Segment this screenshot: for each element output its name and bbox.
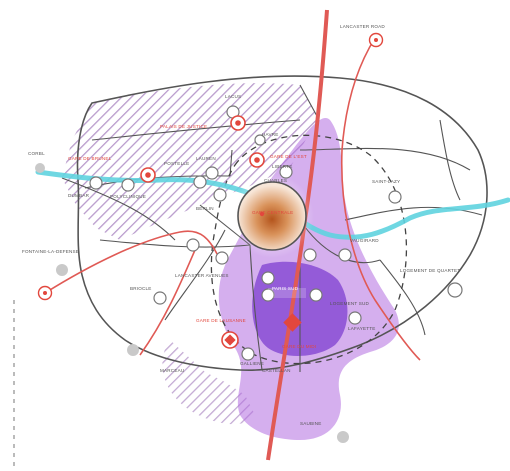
station-marker[interactable]	[241, 347, 255, 361]
hatched-zone-south	[162, 340, 255, 425]
station-marker[interactable]	[56, 264, 68, 276]
label-bottom-a: SAUBINE	[300, 421, 322, 426]
label-south-f: MARCEAU	[160, 368, 184, 373]
label-left-red: GARE DE BRUNEL	[68, 156, 112, 161]
label-centre: GARE CENTRALE	[252, 210, 293, 215]
label-bottom-b: GALLIENE	[240, 361, 264, 366]
station-marker[interactable]	[205, 166, 219, 180]
station-marker[interactable]	[121, 178, 135, 192]
city-boundary	[76, 75, 488, 372]
label-south-a: LANCASTER AVENUES	[175, 273, 229, 278]
label-top-right-road: LANCASTER ROAD	[340, 24, 385, 29]
interchange-diamond	[224, 334, 236, 346]
label-west-far: FONTAINE-LA-DEFENSE	[22, 249, 79, 254]
label-south-e: BRIOCLE	[130, 286, 152, 291]
terminal-dot	[374, 38, 378, 42]
main-interchange-diamond[interactable]	[283, 313, 302, 332]
station-marker[interactable]	[309, 288, 323, 302]
station-marker[interactable]	[348, 311, 362, 325]
interchange-dot	[235, 120, 241, 126]
station-marker[interactable]	[388, 190, 402, 204]
dashed-ring	[210, 134, 408, 365]
label-south-d: GARE DE LAUSANNE	[196, 318, 246, 323]
station-marker[interactable]	[215, 251, 229, 265]
central-hub[interactable]	[237, 181, 307, 251]
station-marker[interactable]	[303, 248, 317, 262]
label-left-a: DUMBAR	[68, 193, 90, 198]
label-south-b: PARIS SUD	[272, 286, 299, 291]
label-south-g: GARE DU MIDI	[282, 344, 316, 349]
label-far-left: CORBL	[28, 151, 45, 156]
station-marker[interactable]	[261, 288, 275, 302]
label-bottom-c: LAFAYETTE	[348, 326, 376, 331]
station-marker[interactable]	[447, 282, 463, 298]
labels: LANCASTER ROAD LACUS CORBL GARE DE BRUNE…	[22, 24, 460, 426]
station-marker[interactable]	[89, 176, 103, 190]
station-marker[interactable]	[338, 248, 352, 262]
station-marker[interactable]	[127, 344, 139, 356]
label-north-d: LIBERTE	[272, 164, 292, 169]
label-mid-c: BERLIN	[196, 206, 214, 211]
hatched-zone-north	[62, 83, 318, 240]
label-mid-a: POSTELLE	[164, 161, 189, 166]
label-box	[268, 288, 306, 298]
terminal-dot	[43, 291, 47, 295]
interchange-dot	[254, 157, 260, 163]
station-marker[interactable]	[153, 291, 167, 305]
label-left-b: POLYCLINIQUE	[110, 194, 146, 199]
station-marker[interactable]	[261, 271, 275, 285]
station-marker[interactable]	[337, 431, 349, 443]
station-marker[interactable]	[186, 238, 200, 252]
label-top-left: LACUS	[225, 94, 241, 99]
label-east-c: LOGEMENT DE QUARTET	[400, 268, 460, 273]
label-north-red-2: GARE DE L'EST	[270, 154, 307, 159]
label-north-e: CHARLES	[264, 178, 287, 183]
station-marker[interactable]	[213, 188, 227, 202]
interchange-stations	[37, 32, 384, 349]
label-south-h: CASTELLAN	[262, 368, 291, 373]
station-marker[interactable]	[35, 163, 45, 173]
label-east-b: VAUGIRARD	[350, 238, 379, 243]
label-mid-b: LAUREN	[196, 156, 216, 161]
stations	[35, 105, 463, 443]
station-marker[interactable]	[193, 175, 207, 189]
label-north-red-1: PALAIS DE JUSTICE	[160, 124, 207, 129]
label-north-c: HAVRE	[262, 132, 279, 137]
station-marker[interactable]	[254, 134, 266, 146]
label-south-c: LOGEMENT SUD	[330, 301, 370, 306]
station-marker[interactable]	[279, 165, 293, 179]
interchange-dot	[145, 172, 151, 178]
label-east-a: SAINT-LAZY	[372, 179, 400, 184]
central-hub-marker	[259, 211, 265, 217]
